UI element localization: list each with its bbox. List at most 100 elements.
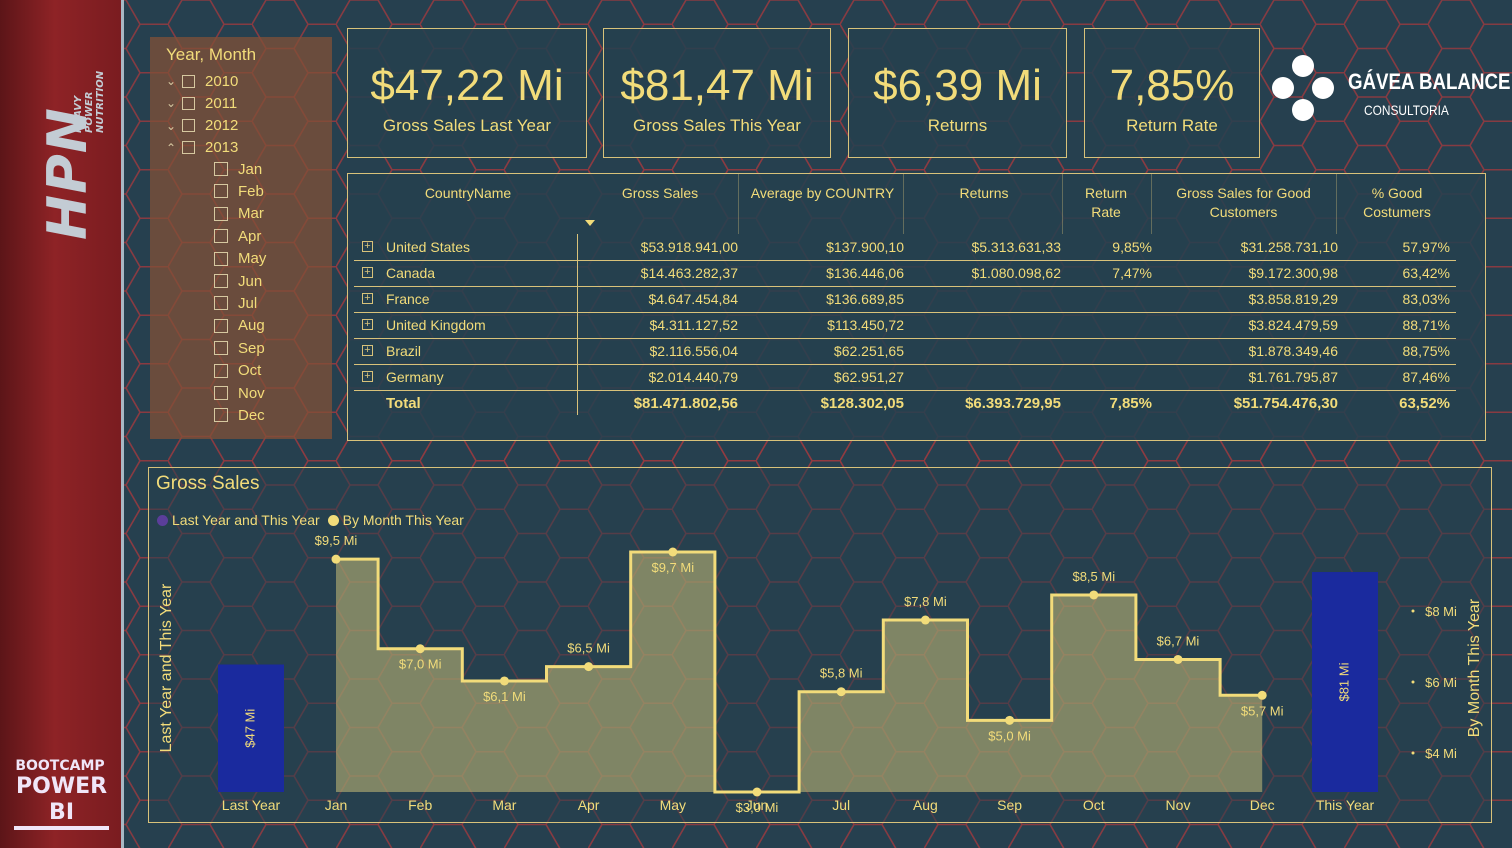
- total-good-customers-pct: 63,52%: [1399, 395, 1450, 412]
- expand-plus-icon[interactable]: +: [362, 371, 373, 382]
- checkbox[interactable]: [214, 318, 228, 333]
- cell-good-customers-pct: 83,03%: [1402, 291, 1450, 307]
- logo-dot-icon: [1272, 77, 1294, 99]
- tick-mark: [1411, 609, 1415, 613]
- checkbox[interactable]: [214, 206, 228, 221]
- checkbox[interactable]: [214, 184, 228, 199]
- col-header-returns[interactable]: Returns: [959, 185, 1009, 201]
- slicer-month-sep[interactable]: Sep: [214, 338, 265, 358]
- slicer-month-feb[interactable]: Feb: [214, 181, 264, 201]
- slicer-month-may[interactable]: May: [214, 249, 266, 269]
- data-point-mar: [499, 676, 509, 686]
- checkbox[interactable]: [214, 341, 228, 356]
- total-return-rate: 7,85%: [1109, 395, 1152, 412]
- col-header-average-by-country[interactable]: Average by COUNTRY: [750, 185, 895, 201]
- chevron-down-icon[interactable]: ⌄: [166, 96, 177, 111]
- right-tick-1: $6 Mi: [1425, 675, 1457, 690]
- x-tick-bar-1: This Year: [1316, 797, 1375, 813]
- col-header-good-costumers[interactable]: % Good Costumers: [1363, 185, 1431, 220]
- slicer-month-dec[interactable]: Dec: [214, 405, 265, 425]
- year-month-slicer[interactable]: Year, Month ⌄ 2010 ⌄ 2011 ⌄ 2012 ⌃ 2013 Jan Feb Ma…: [150, 37, 332, 439]
- logo-dot-icon: [1312, 77, 1334, 99]
- expand-plus-icon[interactable]: +: [362, 319, 373, 330]
- chevron-down-icon[interactable]: ⌄: [166, 118, 177, 133]
- expand-plus-icon[interactable]: +: [362, 345, 373, 356]
- tick-mark: [1411, 751, 1415, 755]
- total-country: Total: [386, 395, 421, 412]
- column-divider: [1062, 174, 1063, 234]
- legend-item-last-year-this-year: Last Year and This Year: [172, 512, 320, 528]
- checkbox[interactable]: [214, 274, 228, 288]
- slicer-month-nov[interactable]: Nov: [214, 383, 265, 403]
- cell-good-customers-sales: $3.858.819,29: [1248, 291, 1338, 307]
- x-tick-jul: Jul: [832, 797, 850, 813]
- cell-average: $113.450,72: [827, 317, 904, 333]
- checkbox[interactable]: [214, 229, 228, 244]
- col-header-gross-sales-good-customers[interactable]: Gross Sales for Good Customers: [1176, 185, 1311, 220]
- checkbox[interactable]: [214, 386, 228, 400]
- cell-return-rate: 9,85%: [1112, 239, 1152, 255]
- slicer-year-2012[interactable]: ⌄ 2012: [166, 117, 239, 135]
- x-tick-dec: Dec: [1250, 797, 1275, 813]
- chevron-up-icon[interactable]: ⌃: [166, 140, 177, 155]
- x-tick-may: May: [660, 797, 686, 813]
- table-row: + Germany $2.014.440,79 $62.951,27 $1.761.79…: [354, 364, 1456, 391]
- checkbox[interactable]: [182, 96, 195, 110]
- col-header-countryname[interactable]: CountryName: [424, 185, 512, 201]
- table-row: + United Kingdom $4.311.127,52 $113.450,72 $…: [354, 312, 1456, 339]
- hpn-logo-subtitle: HEAVY POWER NUTRITION: [73, 70, 106, 133]
- slicer-year-2011[interactable]: ⌄ 2011: [166, 94, 238, 112]
- slicer-month-mar[interactable]: Mar: [214, 204, 264, 224]
- x-tick-bar-0: Last Year: [222, 797, 281, 813]
- data-point-oct: [1089, 590, 1099, 600]
- col-header-return-rate[interactable]: Return Rate: [1084, 185, 1128, 220]
- bar-label-0: $47 Mi: [242, 709, 257, 748]
- sort-desc-icon[interactable]: [585, 220, 595, 226]
- cell-returns: $1.080.098,62: [971, 265, 1061, 281]
- column-divider: [1151, 174, 1152, 234]
- checkbox[interactable]: [182, 119, 195, 133]
- slicer-month-aug[interactable]: Aug: [214, 316, 265, 336]
- slicer-month-oct[interactable]: Oct: [214, 361, 261, 381]
- checkbox[interactable]: [182, 74, 195, 88]
- slicer-year-2013[interactable]: ⌃ 2013: [166, 139, 239, 157]
- cell-good-customers-sales: $3.824.479,59: [1248, 317, 1338, 333]
- checkbox[interactable]: [214, 408, 228, 423]
- chevron-down-icon[interactable]: ⌄: [166, 74, 177, 88]
- column-divider: [738, 174, 739, 234]
- data-point-jun: [752, 787, 762, 797]
- cell-gross-sales: $2.014.440,79: [648, 369, 738, 385]
- data-label-sep: $5,0 Mi: [988, 728, 1031, 743]
- x-tick-oct: Oct: [1083, 797, 1105, 813]
- column-divider: [903, 174, 904, 234]
- col-header-gross-sales[interactable]: Gross Sales: [621, 185, 699, 201]
- expand-plus-icon[interactable]: +: [362, 241, 373, 252]
- slicer-month-jun[interactable]: Jun: [214, 271, 262, 291]
- slicer-month-jan[interactable]: Jan: [214, 159, 262, 179]
- cell-country: Brazil: [386, 343, 422, 359]
- x-tick-jun: Jun: [746, 797, 769, 813]
- slicer-year-2010[interactable]: ⌄ 2010: [166, 72, 239, 90]
- legend-dot-icon: [157, 514, 168, 526]
- data-label-jul: $5,8 Mi: [820, 666, 863, 681]
- checkbox[interactable]: [214, 251, 228, 266]
- total-returns: $6.393.729,95: [965, 395, 1061, 412]
- cell-country: France: [386, 291, 430, 307]
- cell-average: $136.446,06: [826, 265, 904, 281]
- checkbox[interactable]: [214, 296, 228, 311]
- x-tick-jan: Jan: [325, 797, 348, 813]
- monthly-area-fill: [336, 552, 1263, 792]
- checkbox[interactable]: [182, 141, 195, 155]
- x-tick-apr: Apr: [578, 797, 600, 813]
- expand-plus-icon[interactable]: +: [362, 293, 373, 304]
- slicer-month-jul[interactable]: Jul: [214, 293, 257, 313]
- cell-gross-sales: $53.918.941,00: [640, 239, 738, 255]
- monthly-step-line: [336, 550, 1263, 794]
- data-point-feb: [415, 644, 425, 654]
- cell-gross-sales: $14.463.282,37: [640, 265, 738, 281]
- slicer-month-apr[interactable]: Apr: [214, 226, 261, 246]
- checkbox[interactable]: [214, 162, 228, 176]
- checkbox[interactable]: [214, 363, 228, 378]
- expand-plus-icon[interactable]: +: [362, 267, 373, 278]
- data-label-nov: $6,7 Mi: [1157, 633, 1200, 648]
